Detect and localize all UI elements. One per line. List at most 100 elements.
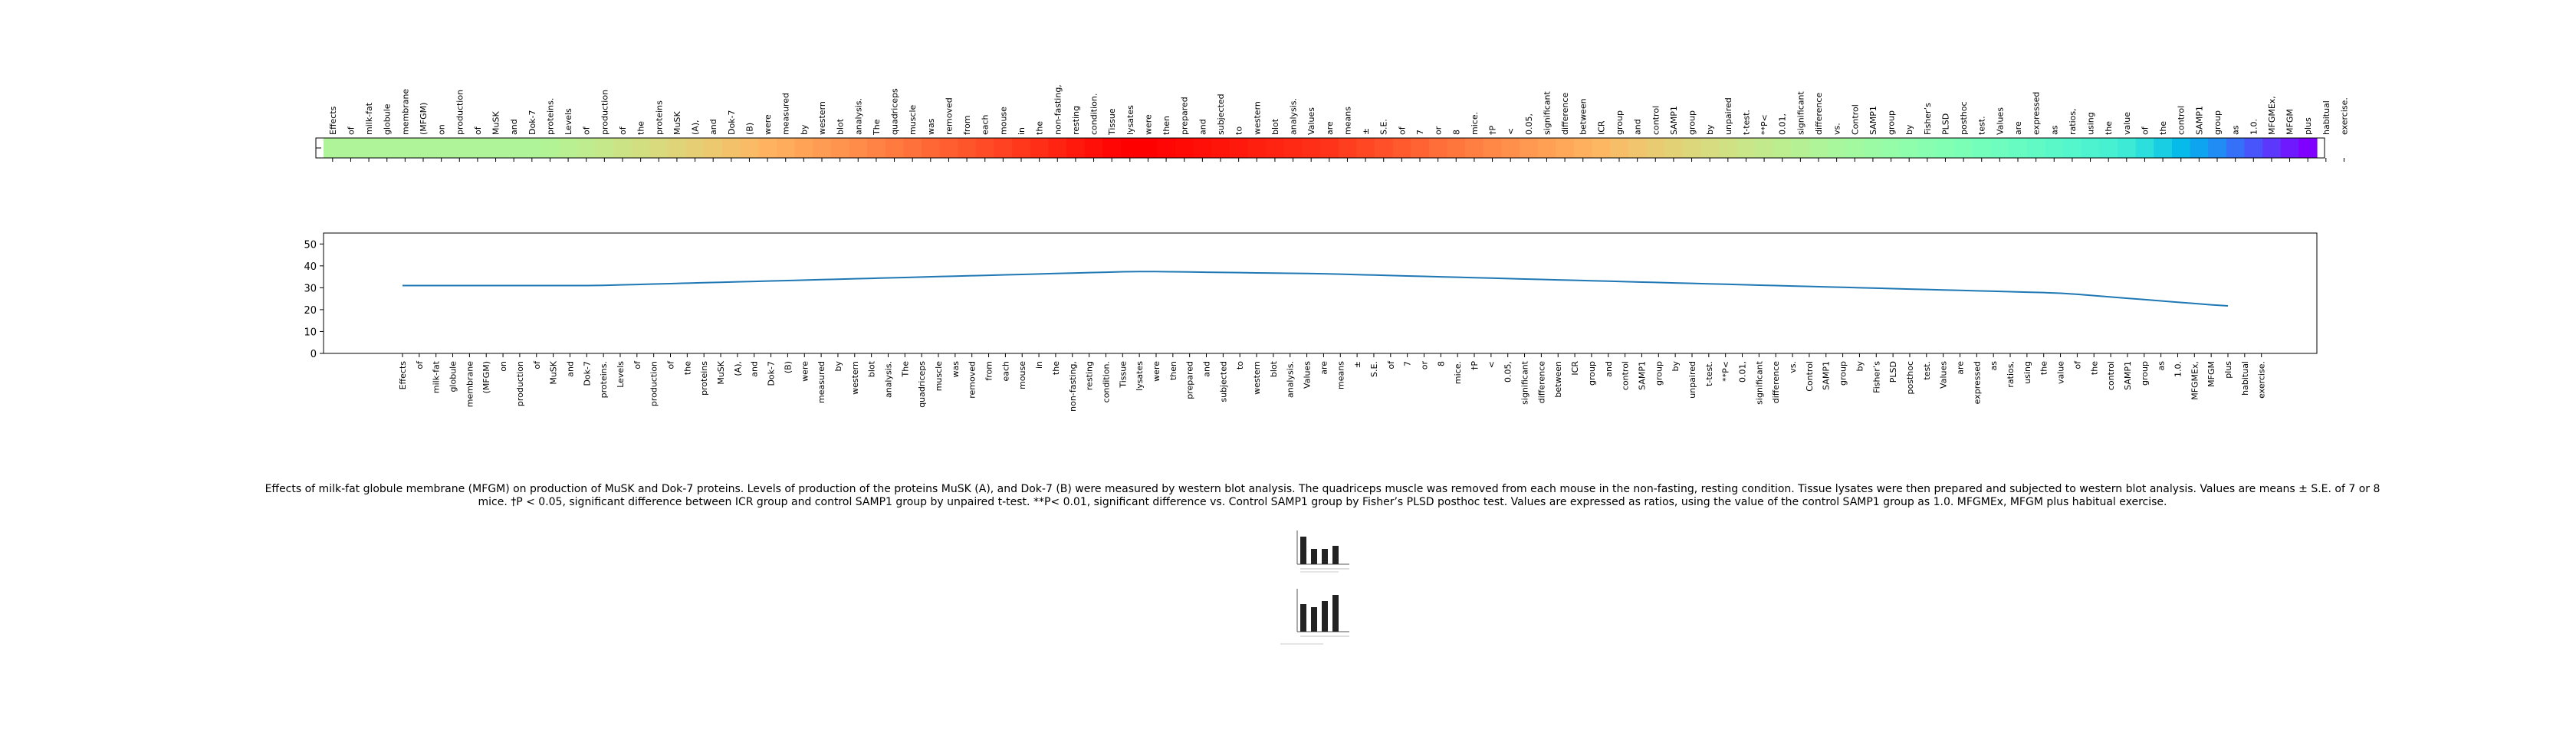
heatmap-cell [1320,138,1339,158]
heatmap-x-tick-label: between [1579,98,1589,135]
heatmap-x-tick-label: < [1506,128,1516,135]
heatmap-cell [2009,138,2028,158]
heatmap-cell [685,138,705,158]
heatmap-x-tick-label: Levels [564,108,573,135]
heatmap-cell [1610,138,1629,158]
heatmap-cell [414,138,433,158]
heatmap-x-tick-label: group [2213,110,2223,135]
x-axis-tick-label: to [1235,361,1245,370]
heatmap-cell [396,138,415,158]
x-axis-tick-label: 0.01, [1738,361,1748,383]
heatmap-x-tick-label: The [872,119,882,136]
x-axis-tick-label: 8 [1436,361,1446,366]
heatmap-cell [975,138,995,158]
x-axis-tick-label: muscle [934,361,944,392]
x-axis-tick-label: as [1989,361,1999,371]
heatmap-x-tick-label: mice. [1470,112,1480,135]
x-axis-tick-label: removed [968,361,978,399]
x-axis-tick-label: analysis. [1286,361,1296,398]
heatmap-x-tick-label: 1.0. [2249,119,2259,135]
heatmap-x-tick-label: Values [1306,107,1316,135]
x-axis-tick-label: the [1051,361,1061,375]
x-axis-tick-label: Effects [398,361,408,390]
heatmap-cell [958,138,977,158]
heatmap-cell [849,138,868,158]
heatmap-x-tick-label: 8 [1451,130,1461,135]
x-axis-tick-label: unpaired [1687,361,1697,399]
heatmap-cell [1283,138,1303,158]
x-axis-tick-label: blot [867,360,877,377]
x-axis-tick-label: ± [1352,361,1362,368]
x-axis-tick-label: proteins. [599,361,609,398]
heatmap-x-tick-label: Dok-7 [727,110,737,135]
heatmap-cell [1447,138,1466,158]
heatmap-x-tick-label: membrane [400,89,410,135]
x-axis-tick-label: and [1604,361,1614,377]
heatmap-cell [1193,138,1212,158]
heatmap-cell [649,138,669,158]
source-figure-thumbnail [1277,524,1369,650]
x-axis-tick-label: were [1152,361,1162,382]
heatmap-cell [1719,138,1738,158]
x-axis-tick-label: of [532,360,542,370]
heatmap-x-tick-label: and [509,119,519,135]
heatmap-x-tick-label: milk-fat [364,102,374,135]
figure-caption: Effects of milk-fat globule membrane (MF… [264,483,2380,508]
heatmap-x-tick-label: SAMP1 [1868,106,1878,135]
heatmap-x-tick-label: significant [1542,91,1552,135]
heatmap-cell [1664,138,1684,158]
heatmap-cell [794,138,813,158]
heatmap-x-tick-label: are [1325,121,1335,135]
heatmap-x-tick-label: analysis. [853,98,863,135]
x-axis-tick-label: of [666,360,676,370]
x-axis-tick-label: of [1386,360,1396,370]
heatmap-cell [1737,138,1756,158]
x-axis-tick-label: (A), [733,361,743,376]
heatmap-cell [613,138,632,158]
heatmap-x-tick-label: quadriceps [890,88,900,135]
heatmap-cell [2280,138,2299,158]
heatmap-cell [504,138,524,158]
heatmap-x-tick-label: significant [1796,91,1806,135]
heatmap-cell [2154,138,2173,158]
heatmap-cell [523,138,542,158]
heatmap-x-tick-label: (B) [744,123,754,135]
x-axis-tick-label: means [1336,361,1346,389]
x-axis-tick-label: †P [1470,361,1480,371]
heatmap-x-tick-label: MFGM [2285,109,2295,135]
heatmap-x-tick-label: the [1035,121,1045,135]
heatmap-x-tick-label: was [926,118,936,135]
heatmap-cell [324,138,343,158]
heatmap-cell [2099,138,2118,158]
x-axis-tick-label: subjected [1218,361,1228,402]
x-axis-tick-label: then [1168,361,1178,380]
heatmap-cell [1990,138,2009,158]
heatmap-cell [2171,138,2191,158]
heatmap-x-tick-label: (MFGM) [419,103,429,135]
heatmap-x-tick-label: vs. [1832,123,1842,135]
heatmap-x-tick-label: on [437,124,447,135]
heatmap-x-tick-label: proteins. [545,98,555,135]
x-axis-tick-label: significant [1754,360,1764,404]
x-axis-tick-label: mouse [1017,361,1027,389]
heatmap-x-tick-label: as [2049,125,2059,135]
heatmap-x-tick-label: resting [1071,106,1081,135]
heatmap-cell [2298,138,2318,158]
heatmap-x-tick-label: then [1162,116,1171,135]
heatmap-x-tick-label: the [636,121,646,135]
x-axis-tick-label: Dok-7 [767,361,777,386]
heatmap-chart: Effects of milk-fat globule membrane (MFGM) on… [315,84,2349,162]
heatmap-x-tick-label: of [582,126,592,135]
x-axis-tick-label: test. [1922,361,1932,380]
heatmap-x-tick-label: MuSK [672,111,682,135]
heatmap-x-tick-label: exercise. [2339,97,2349,135]
x-axis-tick-label: Control [1805,361,1815,392]
heatmap-x-tick-label: posthoc [1959,101,1969,135]
heatmap-cell [1138,138,1158,158]
x-axis-tick-label: group [1654,361,1664,386]
x-axis-tick-label: habitual [2240,361,2250,396]
heatmap-cell [1827,138,1847,158]
heatmap-x-tick-label: analysis. [1289,98,1299,135]
x-axis-tick-label: Tissue [1118,361,1128,389]
x-axis-tick-label: on [498,361,508,372]
